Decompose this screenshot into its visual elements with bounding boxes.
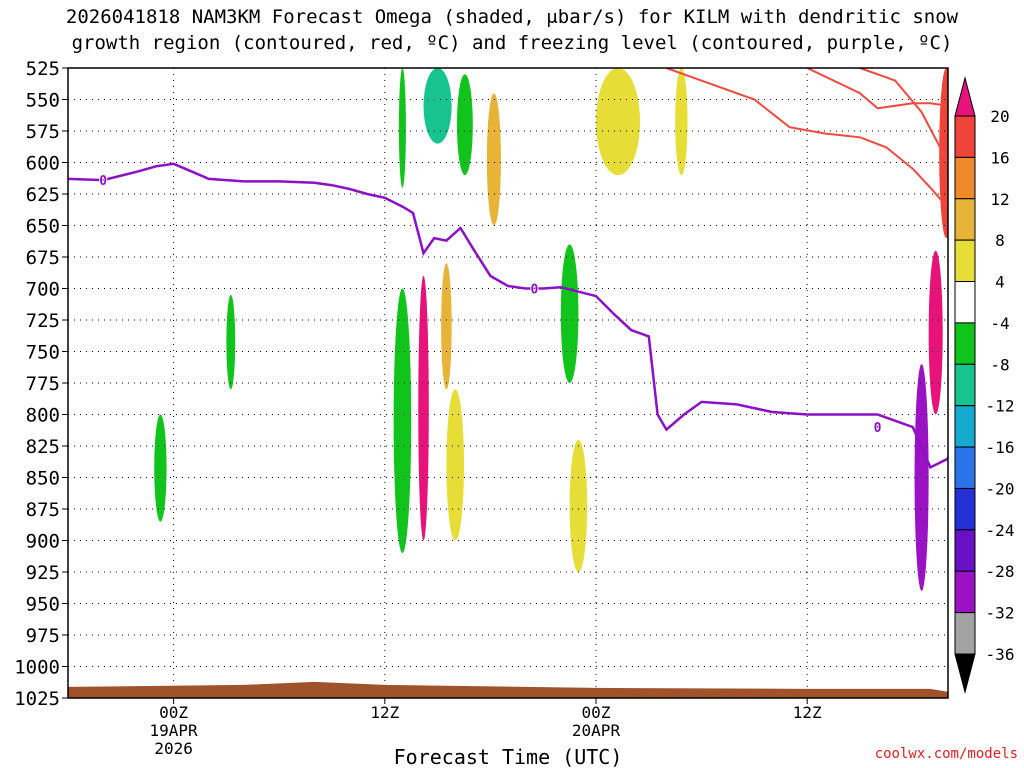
y-tick-label: 1025 <box>14 688 60 710</box>
omega-region-16 <box>939 68 948 239</box>
omega-region-1 <box>423 68 452 144</box>
omega-region-12 <box>560 244 579 383</box>
freezing-level-contour <box>68 162 948 470</box>
colorbar-segment <box>954 322 976 365</box>
omega-region-10 <box>441 263 452 390</box>
x-tick-year: 2026 <box>154 739 193 758</box>
y-tick-label: 900 <box>26 531 60 553</box>
terrain <box>68 681 948 698</box>
colorbar-label: -4 <box>990 314 1009 333</box>
colorbar-label: 8 <box>995 231 1005 250</box>
colorbar-segment <box>954 405 976 448</box>
y-tick-label: 625 <box>26 184 60 206</box>
colorbar-bottom-arrow <box>954 653 976 694</box>
y-tick-label: 550 <box>26 90 60 112</box>
omega-region-11 <box>446 389 465 541</box>
y-tick-label: 525 <box>26 58 60 80</box>
colorbar-segment <box>954 115 976 158</box>
y-tick-label: 850 <box>26 468 60 490</box>
x-tick-label: 12Z <box>370 703 399 722</box>
colorbar-label: 4 <box>995 273 1005 292</box>
colorbar-segment <box>954 570 976 614</box>
y-tick-label: 675 <box>26 247 60 269</box>
y-tick-label: 775 <box>26 373 60 395</box>
x-tick-date: 20APR <box>572 721 621 740</box>
y-tick-label: 875 <box>26 499 60 521</box>
y-tick-label: 725 <box>26 310 60 332</box>
x-tick-label: 00Z <box>582 703 611 722</box>
colorbar-label: 16 <box>990 148 1009 167</box>
colorbar-segment <box>954 612 976 655</box>
omega-region-2 <box>486 93 501 226</box>
colorbar: 20 16 12 8 4 -4 -8 -12 -16 -20 -24 -28 -32 -36 <box>954 76 1015 694</box>
omega-region-14 <box>914 364 929 591</box>
colorbar-segment <box>954 198 976 241</box>
colorbar-label: -32 <box>986 604 1015 623</box>
y-tick-label: 800 <box>26 405 60 427</box>
omega-region-5 <box>675 68 688 176</box>
freezing-level-label: 0 <box>99 174 107 189</box>
chart-title-line-1: 2026041818 NAM3KM Forecast Omega (shaded… <box>65 6 959 28</box>
y-tick-label: 700 <box>26 279 60 301</box>
dgz-contour-1 <box>806 68 948 110</box>
dgz-contour-2 <box>859 68 948 164</box>
x-tick-label: 00Z <box>159 703 188 722</box>
freezing-level-label: 0 <box>530 283 538 298</box>
dgz-contour-0 <box>666 68 948 209</box>
colorbar-label: -8 <box>990 355 1009 374</box>
contours: 0 0 0 <box>68 68 948 470</box>
colorbar-label: 20 <box>990 107 1009 126</box>
y-tick-label: 1000 <box>14 657 60 679</box>
omega-region-9 <box>393 288 412 554</box>
y-tick-label: 575 <box>26 121 60 143</box>
colorbar-segment <box>954 239 976 283</box>
x-tick-label: 12Z <box>793 703 822 722</box>
freezing-level-label-bg <box>530 282 539 295</box>
omega-region-4 <box>596 68 640 176</box>
omega-region-3 <box>456 74 473 176</box>
omega-region-6 <box>154 414 167 522</box>
colorbar-label: -12 <box>986 397 1015 416</box>
omega-region-7 <box>226 294 236 390</box>
colorbar-label: -20 <box>986 479 1015 498</box>
x-axis-label: Forecast Time (UTC) <box>394 745 623 768</box>
y-tick-label: 975 <box>26 625 60 647</box>
colorbar-segment <box>954 281 976 324</box>
colorbar-segment <box>954 156 976 200</box>
freezing-level-label-bg <box>873 421 882 434</box>
y-tick-label: 950 <box>26 594 60 616</box>
terrain-fill <box>68 681 948 698</box>
y-tick-label: 650 <box>26 216 60 238</box>
freezing-level-label: 0 <box>874 421 882 436</box>
y-axis: 525 550 575 600 625 650 675 700 725 750 775 800 825 8… <box>14 58 68 710</box>
colorbar-segment <box>954 487 976 531</box>
omega-region-8 <box>418 275 429 541</box>
omega-region-15 <box>928 250 943 415</box>
gridlines <box>68 68 948 698</box>
freezing-level-label-bg <box>99 174 108 187</box>
watermark: coolwx.com/models <box>875 746 1018 762</box>
colorbar-label: -24 <box>986 521 1015 540</box>
chart-title-line-2: growth region (contoured, red, ºC) and f… <box>71 32 953 54</box>
y-tick-label: 750 <box>26 342 60 364</box>
colorbar-label: 12 <box>990 190 1009 209</box>
colorbar-segment <box>954 446 976 489</box>
y-tick-label: 925 <box>26 562 60 584</box>
colorbar-segment <box>954 363 976 407</box>
x-tick-date: 19APR <box>150 721 199 740</box>
colorbar-label: -16 <box>986 438 1015 457</box>
dgz-contour-3 <box>939 172 948 177</box>
y-tick-label: 600 <box>26 153 60 175</box>
colorbar-segment <box>954 529 976 572</box>
omega-shading <box>154 68 948 591</box>
y-tick-label: 825 <box>26 436 60 458</box>
colorbar-label: -28 <box>986 562 1015 581</box>
omega-region-13 <box>569 439 588 572</box>
colorbar-label: -36 <box>986 645 1015 664</box>
omega-region-0 <box>398 68 406 188</box>
colorbar-top-arrow <box>954 76 976 117</box>
